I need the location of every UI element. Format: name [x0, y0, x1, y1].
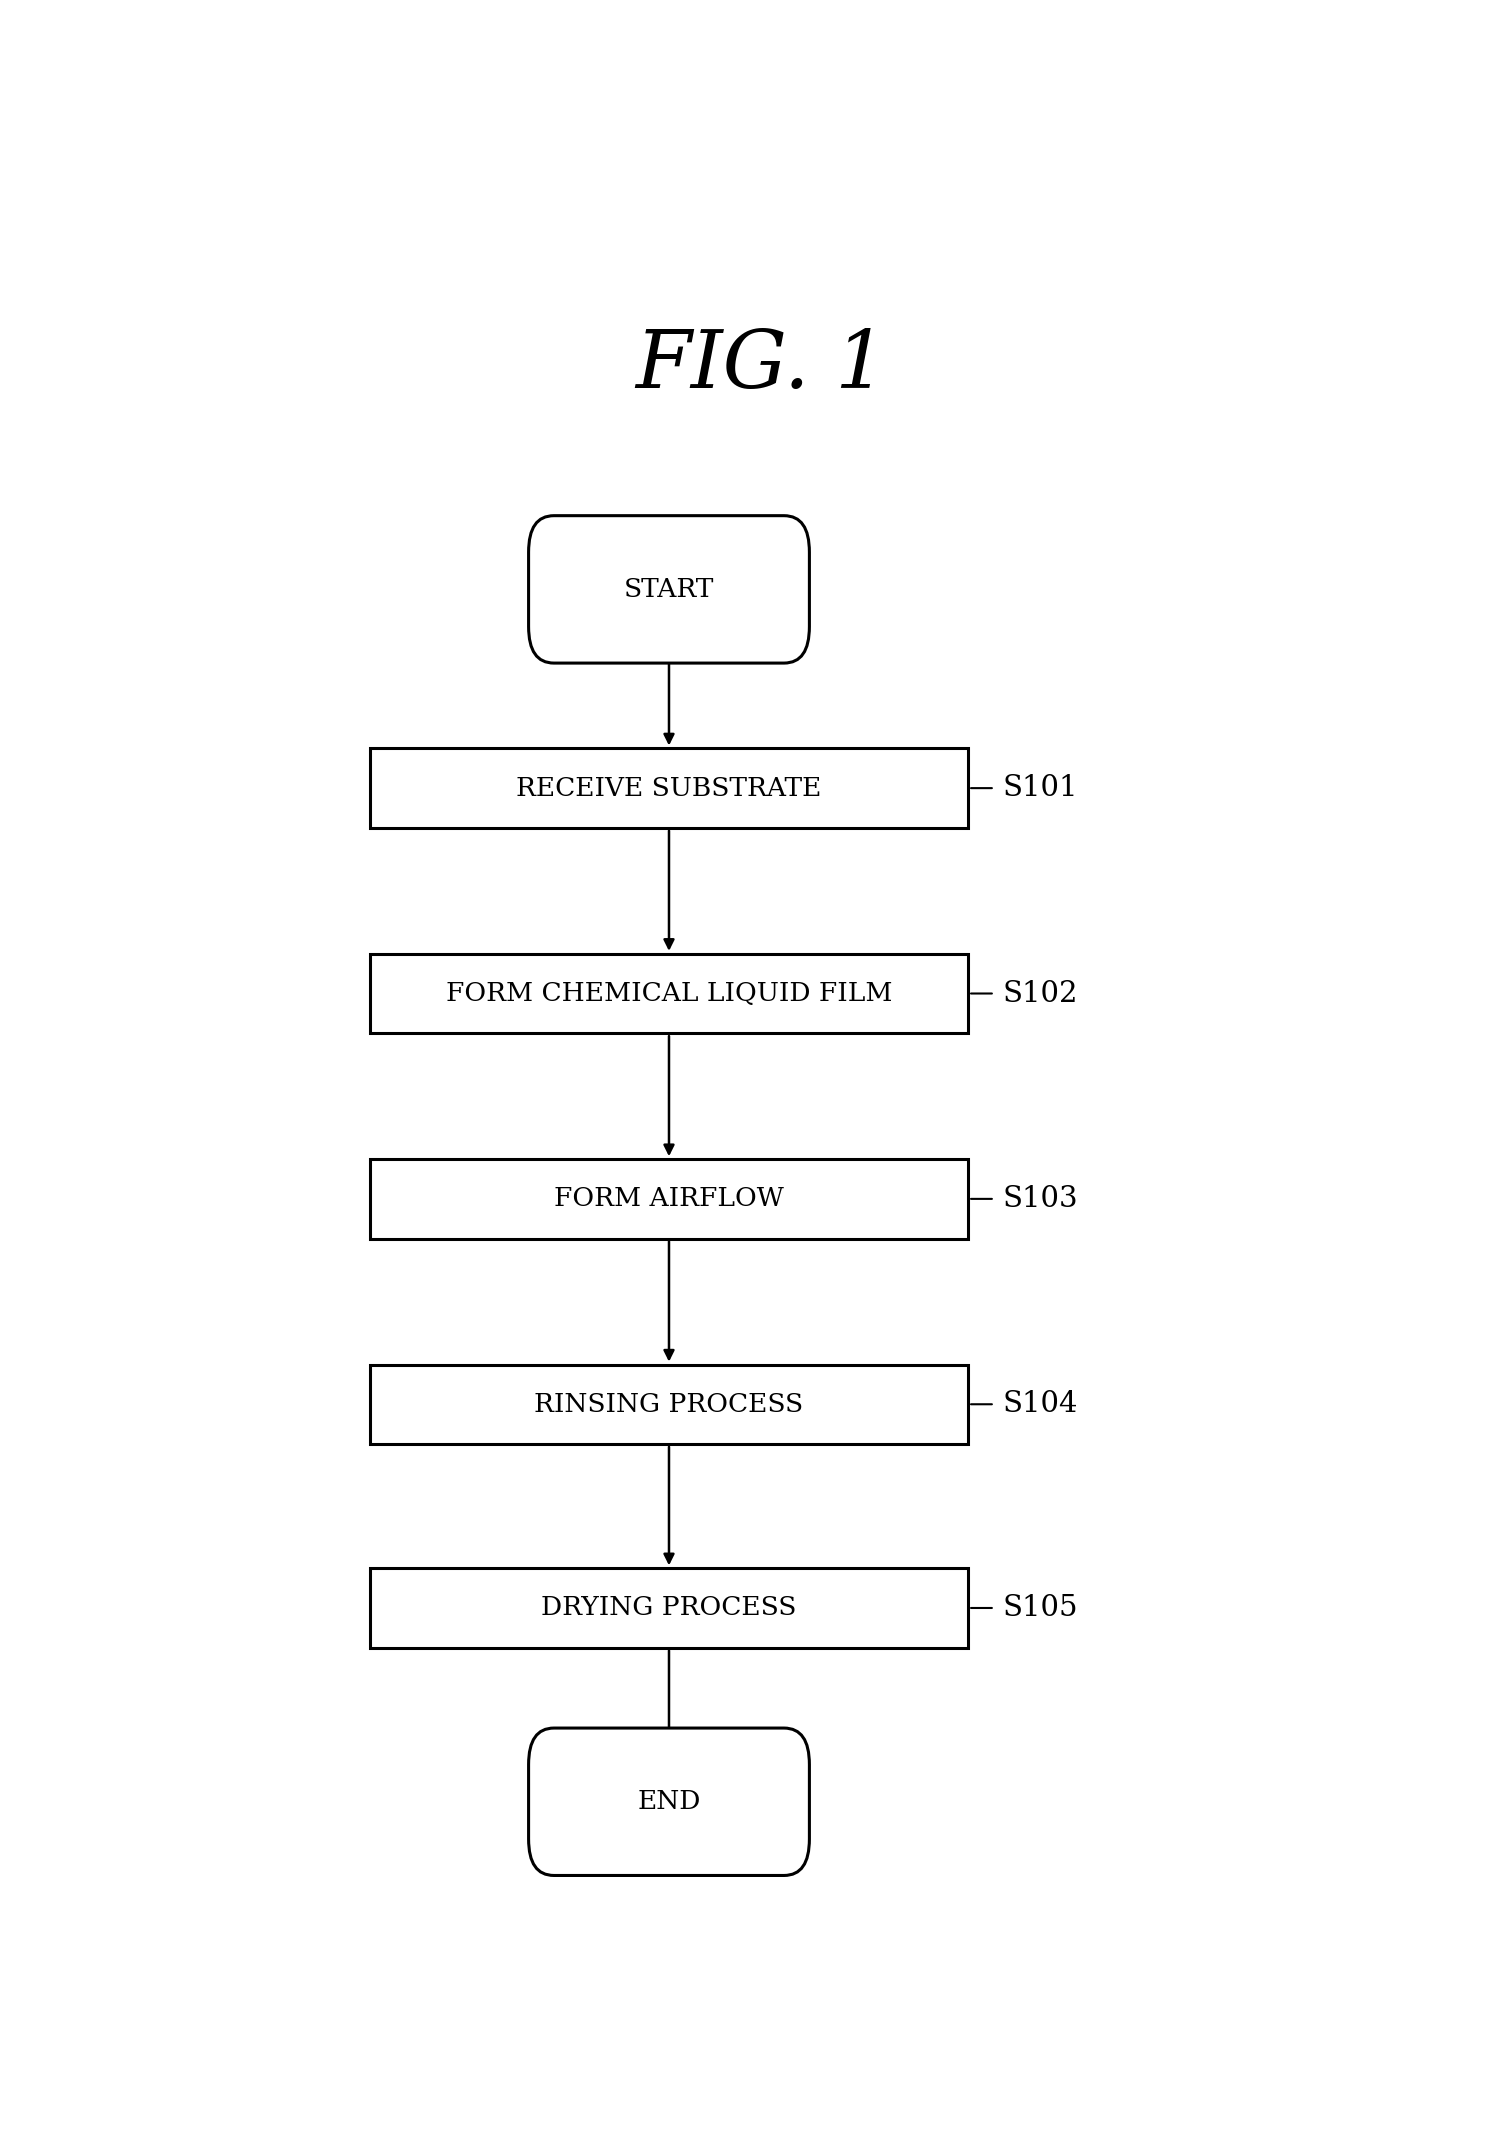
Text: S102: S102: [1002, 979, 1078, 1007]
FancyBboxPatch shape: [529, 1727, 809, 1876]
Bar: [370, 953, 968, 1032]
Bar: [370, 1364, 968, 1443]
Text: S103: S103: [1002, 1185, 1078, 1213]
Text: START: START: [624, 576, 714, 602]
Text: S101: S101: [1002, 774, 1078, 802]
Text: RECEIVE SUBSTRATE: RECEIVE SUBSTRATE: [517, 777, 821, 800]
Bar: [370, 749, 968, 828]
Bar: [370, 1568, 968, 1648]
Text: RINSING PROCESS: RINSING PROCESS: [535, 1392, 803, 1418]
Text: S105: S105: [1002, 1594, 1078, 1622]
FancyBboxPatch shape: [529, 516, 809, 663]
Bar: [370, 1159, 968, 1239]
Text: DRYING PROCESS: DRYING PROCESS: [542, 1596, 796, 1620]
Text: S104: S104: [1002, 1390, 1078, 1418]
Text: FORM AIRFLOW: FORM AIRFLOW: [554, 1187, 784, 1211]
Text: FORM CHEMICAL LIQUID FILM: FORM CHEMICAL LIQUID FILM: [446, 981, 892, 1007]
Text: END: END: [637, 1790, 701, 1813]
Text: FIG. 1: FIG. 1: [636, 327, 887, 404]
